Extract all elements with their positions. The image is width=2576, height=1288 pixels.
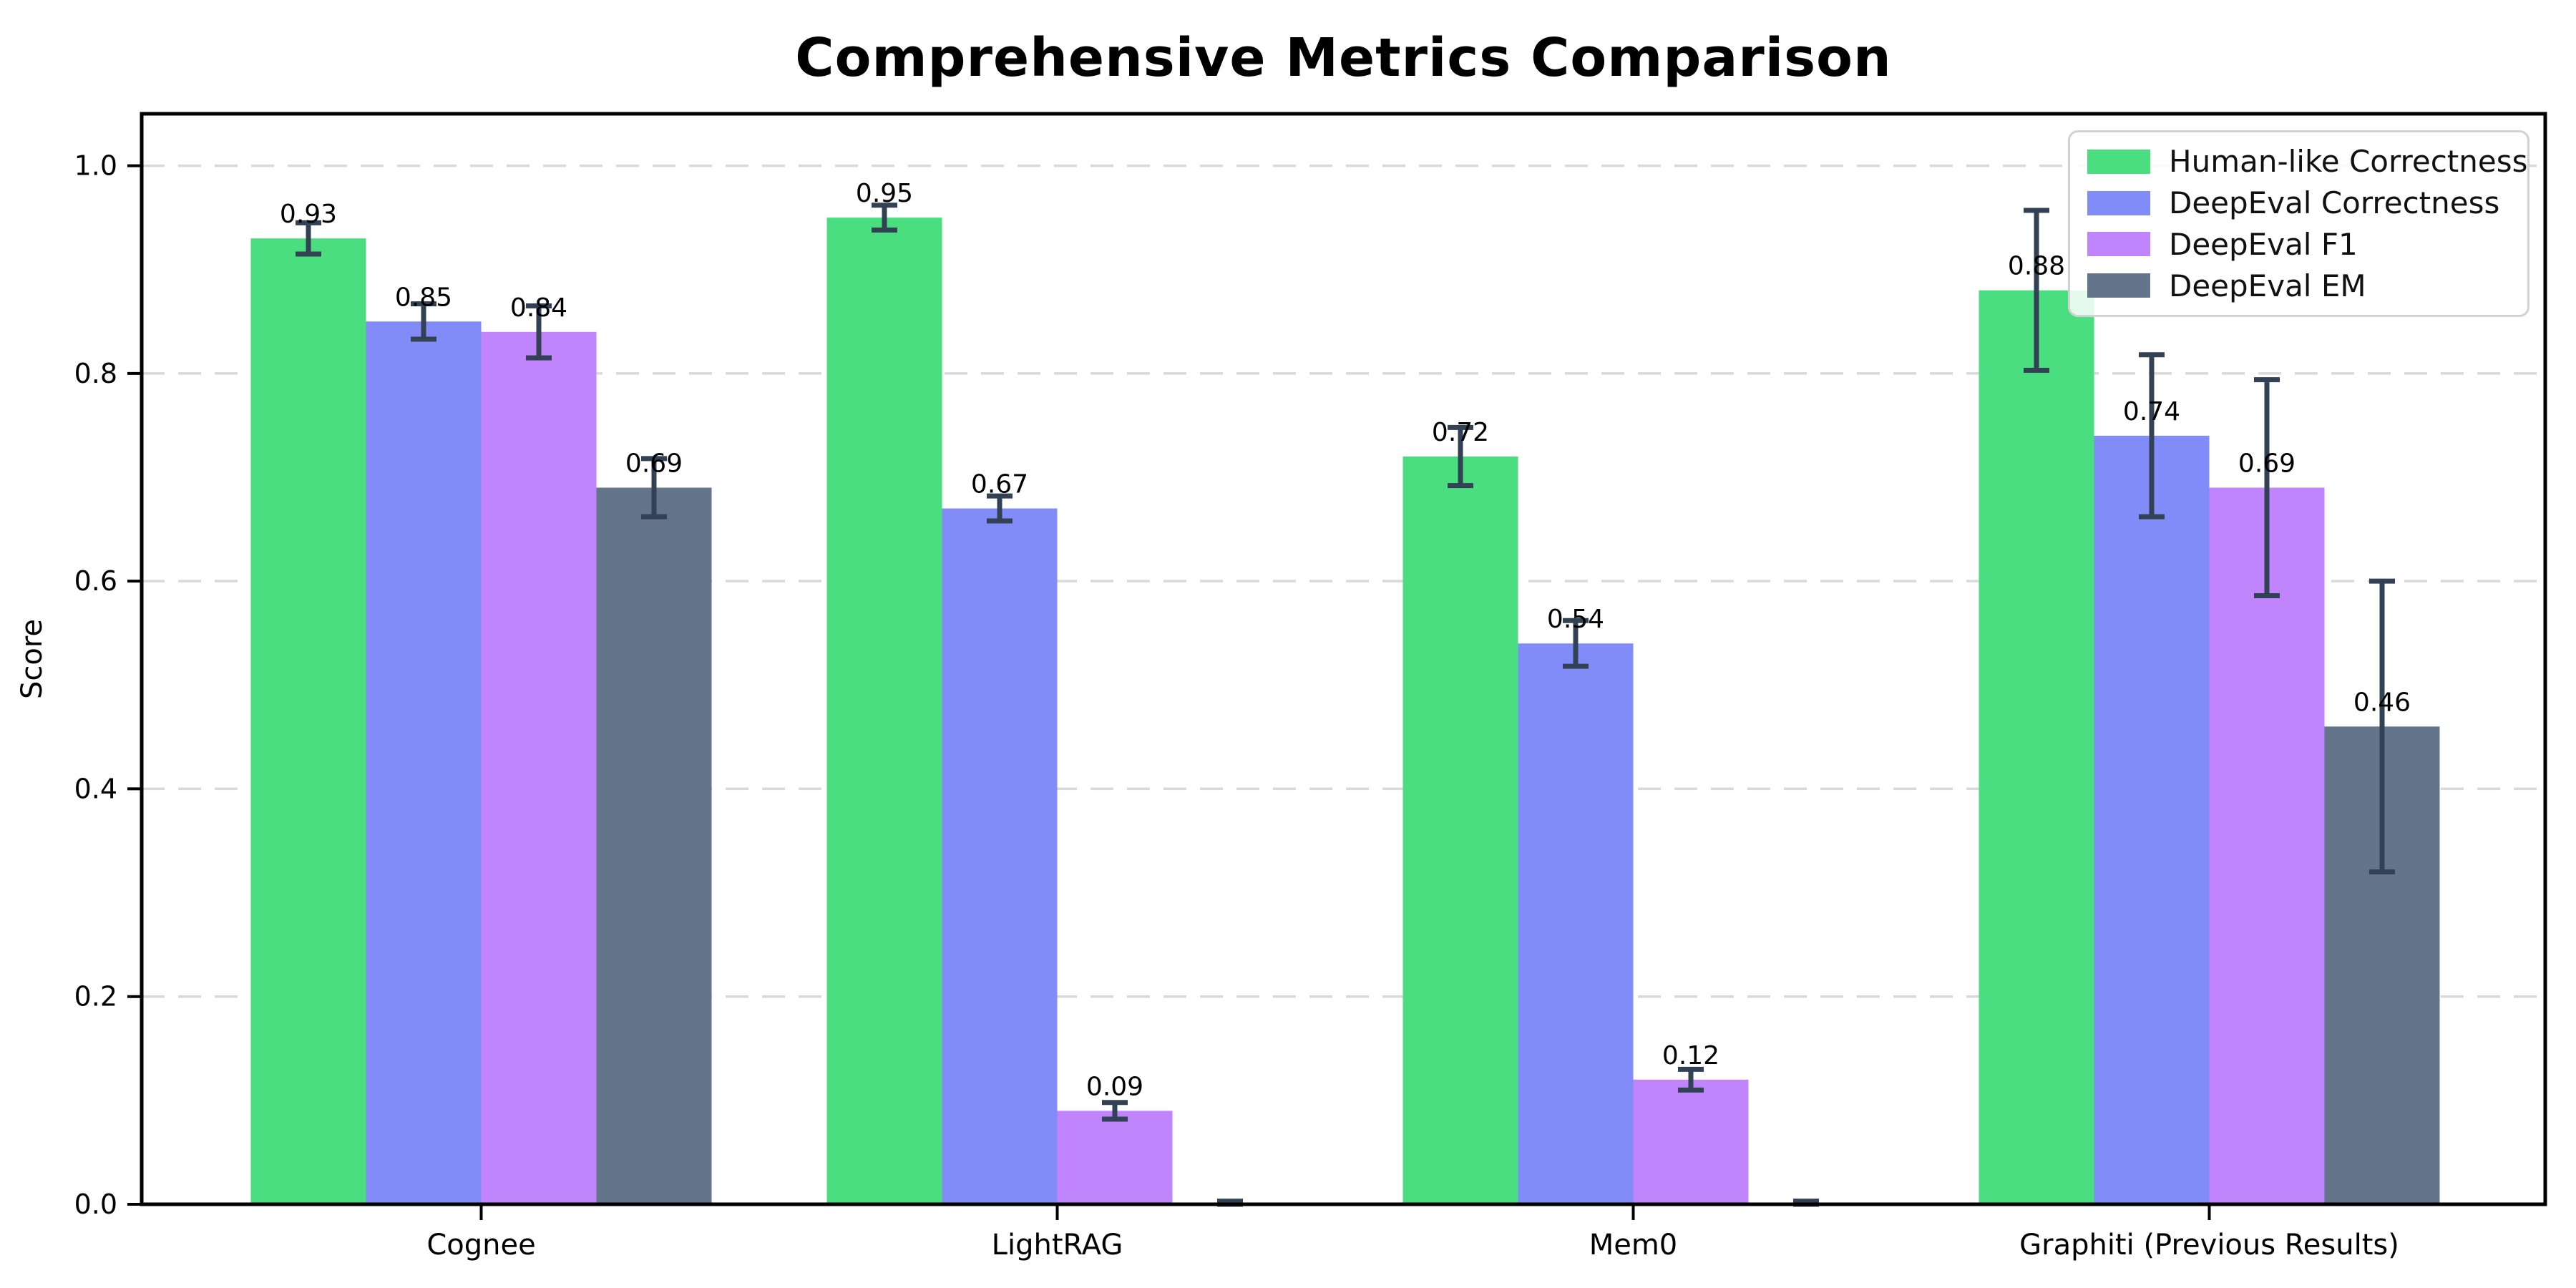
y-tick-label-0.2: 0.2 — [74, 981, 117, 1013]
y-tick-label-0.4: 0.4 — [74, 773, 117, 804]
bar-value-label: 0.88 — [2008, 252, 2065, 281]
bar-value-label: 0.74 — [2123, 397, 2180, 426]
y-axis-label: Score — [16, 619, 49, 699]
bar-value-label: 0.69 — [625, 449, 683, 479]
y-tick-label-1.0: 1.0 — [74, 150, 117, 182]
error-bar-lightrag-deepeval-f1 — [1102, 1100, 1128, 1122]
y-tick-label-0.8: 0.8 — [74, 358, 117, 389]
bar-graphiti-previous-results-deepeval-f1 — [2209, 487, 2325, 1204]
legend-label: DeepEval F1 — [2169, 226, 2358, 262]
legend-swatch-deepeval-f1 — [2087, 232, 2150, 257]
error-bar-lightrag-deepeval-correctness — [987, 493, 1013, 524]
bar-cognee-deepeval-em — [596, 487, 712, 1204]
bar-value-label: 0.93 — [280, 200, 337, 229]
error-bar-cognee-deepeval-em — [641, 456, 667, 519]
bar-mem0-human-like-correctness — [1402, 456, 1518, 1204]
legend-label: DeepEval EM — [2169, 268, 2366, 303]
legend-swatch-deepeval-em — [2087, 273, 2150, 298]
legend-item-deepeval-f1: DeepEval F1 — [2087, 224, 2510, 264]
bar-cognee-deepeval-correctness — [366, 321, 482, 1205]
bar-value-label: 0.46 — [2353, 688, 2411, 717]
bar-value-label: 0.85 — [395, 283, 452, 312]
x-tick-label-lightrag: LightRAG — [992, 1229, 1123, 1262]
bar-value-label: 0.69 — [2238, 449, 2296, 479]
legend-label: DeepEval Correctness — [2169, 185, 2500, 221]
bar-graphiti-previous-results-human-like-correctness — [1979, 290, 2094, 1204]
bar-mem0-deepeval-f1 — [1633, 1079, 1749, 1204]
error-bar-graphiti-previous-results-deepeval-correctness — [2139, 352, 2165, 519]
error-bar-cognee-deepeval-f1 — [526, 303, 552, 361]
bar-lightrag-deepeval-correctness — [942, 508, 1058, 1204]
legend-swatch-human-like-correctness — [2087, 149, 2150, 174]
bar-mem0-deepeval-correctness — [1518, 643, 1634, 1204]
error-bar-graphiti-previous-results-human-like-correctness — [2024, 208, 2049, 374]
bar-value-label: 0.67 — [971, 470, 1028, 499]
legend: Human-like Correctness DeepEval Correctn… — [2068, 130, 2529, 317]
x-tick-label-mem0: Mem0 — [1589, 1229, 1678, 1262]
bar-lightrag-deepeval-f1 — [1057, 1111, 1173, 1204]
error-bar-cognee-human-like-correctness — [296, 220, 321, 257]
error-bar-cognee-deepeval-correctness — [411, 301, 436, 342]
error-bar-mem0-human-like-correctness — [1448, 424, 1473, 489]
legend-item-deepeval-em: DeepEval EM — [2087, 265, 2510, 306]
legend-label: Human-like Correctness — [2169, 144, 2528, 180]
bar-graphiti-previous-results-deepeval-correctness — [2094, 435, 2210, 1204]
x-tick-label-cognee: Cognee — [426, 1229, 535, 1262]
error-bar-lightrag-human-like-correctness — [872, 203, 897, 233]
chart-title: Comprehensive Metrics Comparison — [795, 27, 1892, 89]
bar-cognee-human-like-correctness — [250, 238, 366, 1205]
legend-item-human-like-correctness: Human-like Correctness — [2087, 142, 2528, 182]
error-bar-mem0-deepeval-correctness — [1563, 618, 1589, 669]
bar-value-label: 0.09 — [1086, 1072, 1143, 1101]
y-tick-label-0.0: 0.0 — [74, 1189, 117, 1220]
axes-frame — [140, 112, 2547, 1206]
bar-lightrag-human-like-correctness — [826, 218, 942, 1205]
error-bar-graphiti-previous-results-deepeval-f1 — [2254, 377, 2280, 598]
bar-value-label: 0.72 — [1432, 418, 1489, 447]
x-tick-label-graphiti-previous-results: Graphiti (Previous Results) — [2019, 1229, 2399, 1262]
legend-swatch-deepeval-correctness — [2087, 190, 2150, 215]
error-bar-graphiti-previous-results-deepeval-em — [2369, 578, 2395, 875]
bar-value-label: 0.12 — [1662, 1041, 1719, 1070]
bar-value-label: 0.54 — [1547, 605, 1604, 634]
bar-cognee-deepeval-f1 — [481, 331, 597, 1204]
legend-item-deepeval-correctness: DeepEval Correctness — [2087, 183, 2510, 223]
bar-value-label: 0.95 — [856, 179, 913, 208]
error-bar-mem0-deepeval-f1 — [1678, 1066, 1704, 1093]
bar-value-label: 0.84 — [510, 293, 567, 323]
y-tick-label-0.6: 0.6 — [74, 565, 117, 597]
